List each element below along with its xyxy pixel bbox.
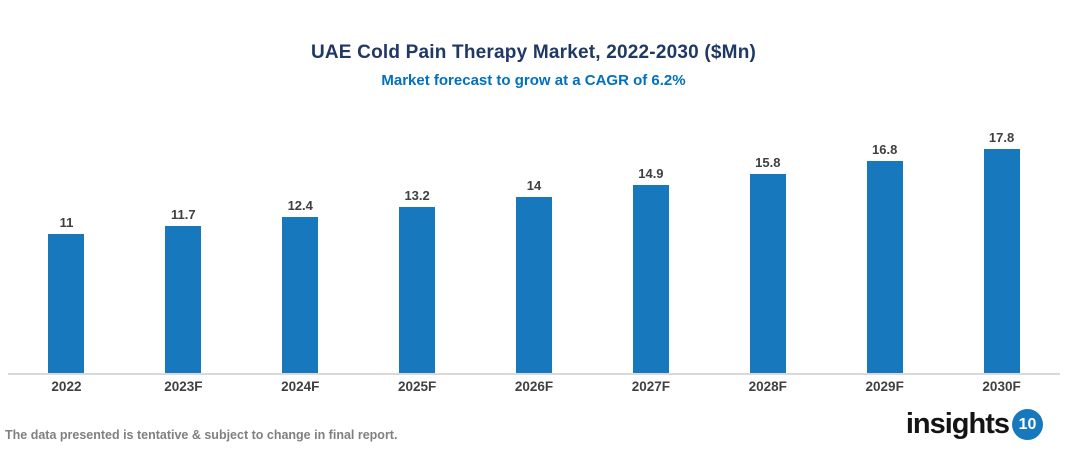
x-axis-label: 2029F [865, 379, 904, 394]
bar [399, 206, 436, 373]
chart-title: UAE Cold Pain Therapy Market, 2022-2030 … [310, 42, 757, 63]
chart-subtitle: Market forecast to grow at a CAGR of 6.2… [381, 72, 686, 89]
x-axis-label: 2030F [982, 379, 1021, 394]
x-axis-label: 2028F [748, 379, 787, 394]
bar [983, 148, 1020, 373]
bar-value-label: 17.8 [988, 129, 1015, 145]
bar [749, 173, 786, 373]
bar-group: 11.7 [125, 207, 242, 373]
x-axis-label: 2026F [514, 379, 554, 394]
bar-group: 16.8 [826, 142, 943, 373]
disclaimer-text: The data presented is tentative & subjec… [5, 428, 398, 442]
bar-value-label: 14 [526, 177, 542, 193]
bar-value-label: 13.2 [404, 187, 430, 203]
x-axis-label: 2024F [281, 379, 320, 394]
bar-group: 13.2 [359, 188, 476, 373]
bar-group: 15.8 [709, 155, 826, 373]
bar-value-label: 12.4 [287, 197, 313, 213]
bar [282, 216, 319, 373]
insights10-logo: insights 10 [906, 409, 1043, 440]
bar-group: 17.8 [943, 130, 1060, 373]
bar [516, 196, 552, 373]
bar-value-label: 14.9 [638, 166, 664, 182]
bar-value-label: 15.8 [755, 154, 781, 170]
bar [165, 225, 202, 373]
x-axis-label: 2023F [164, 379, 203, 394]
bar-group: 12.4 [242, 198, 359, 373]
bar-group: 11 [8, 215, 125, 373]
bar [866, 161, 903, 373]
bar [632, 185, 669, 373]
bar-group: 14 [476, 178, 593, 373]
x-axis-label: 2022 [51, 379, 82, 394]
logo-text: insights [905, 408, 1010, 440]
bar-value-label: 16.8 [872, 142, 898, 158]
bar-chart-plot-area: 11 11.7 12.4 13.2 14 14.9 15.8 16.8 17.8 [8, 110, 1060, 375]
bar-value-label: 11 [59, 215, 74, 231]
x-axis: 2022 2023F 2024F 2025F 2026F 2027F 2028F 2029F 2… [8, 379, 1060, 394]
logo-badge-icon: 10 [1012, 409, 1043, 440]
bar-value-label: 11.7 [171, 206, 196, 222]
x-axis-label: 2025F [397, 379, 437, 394]
bar-group: 14.9 [592, 166, 709, 373]
x-axis-label: 2027F [631, 379, 671, 394]
bar [48, 234, 85, 373]
